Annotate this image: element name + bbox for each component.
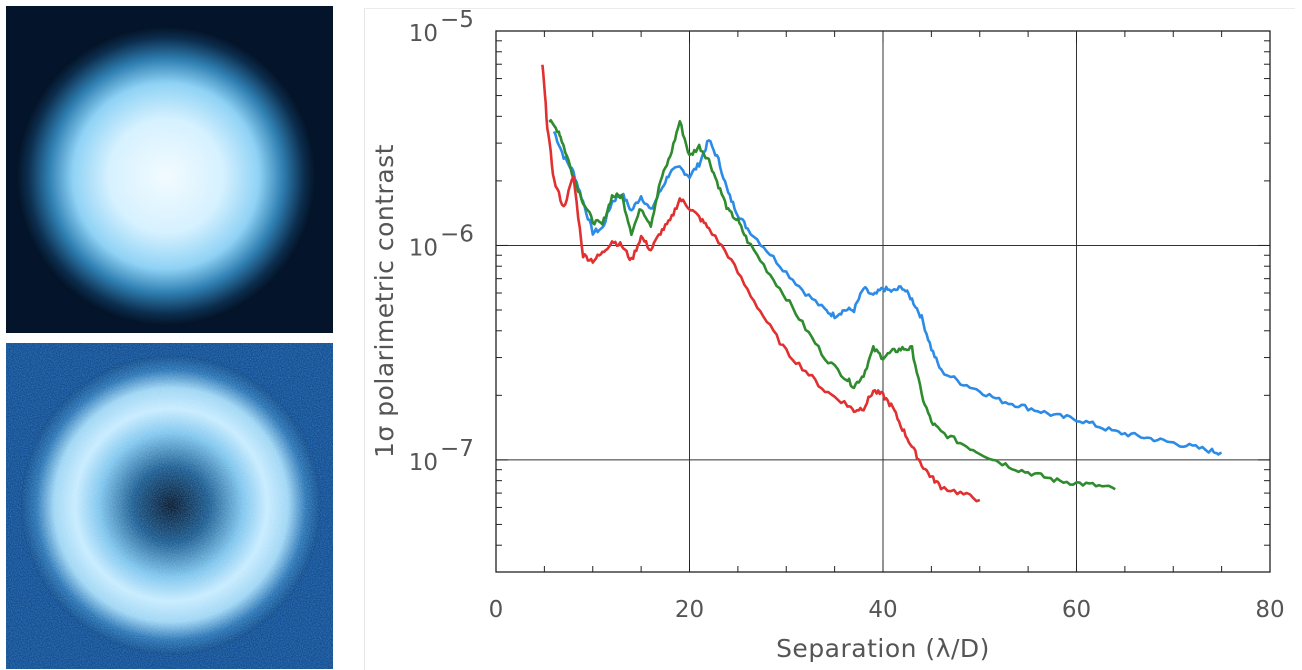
x-axis-title: Separation (λ/D) bbox=[776, 634, 990, 663]
series-line-1 bbox=[552, 130, 1222, 456]
contrast-plot-panel: 0 20 40 60 80 10 −7 10 −6 10 −5 Separation (λ/D) 1… bbox=[364, 8, 1295, 670]
y-tick-label: 10 bbox=[409, 450, 438, 476]
x-tick-label: 20 bbox=[675, 597, 704, 623]
y-axis-title: 1σ polarimetric contrast bbox=[370, 144, 399, 458]
y-tick-label: 10 bbox=[409, 21, 438, 47]
y-tick-exponent: −5 bbox=[440, 9, 474, 33]
pupil-image-top bbox=[6, 6, 333, 333]
y-tick-exponent: −6 bbox=[440, 221, 474, 247]
x-tick-label: 80 bbox=[1255, 597, 1284, 623]
y-tick-exponent: −7 bbox=[440, 436, 474, 462]
x-tick-label: 40 bbox=[868, 597, 897, 623]
y-tick-label: 10 bbox=[409, 235, 438, 261]
pupil-image-bottom bbox=[6, 343, 333, 669]
series-line-2 bbox=[548, 119, 1116, 491]
series-line-3 bbox=[541, 64, 981, 503]
x-tick-label: 0 bbox=[489, 597, 504, 623]
x-tick-label: 60 bbox=[1062, 597, 1091, 623]
